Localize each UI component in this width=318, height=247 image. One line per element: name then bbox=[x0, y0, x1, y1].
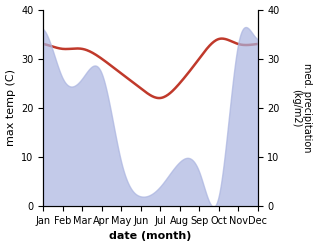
Y-axis label: max temp (C): max temp (C) bbox=[5, 69, 16, 146]
X-axis label: date (month): date (month) bbox=[109, 231, 192, 242]
Y-axis label: med. precipitation
(kg/m2): med. precipitation (kg/m2) bbox=[291, 63, 313, 153]
